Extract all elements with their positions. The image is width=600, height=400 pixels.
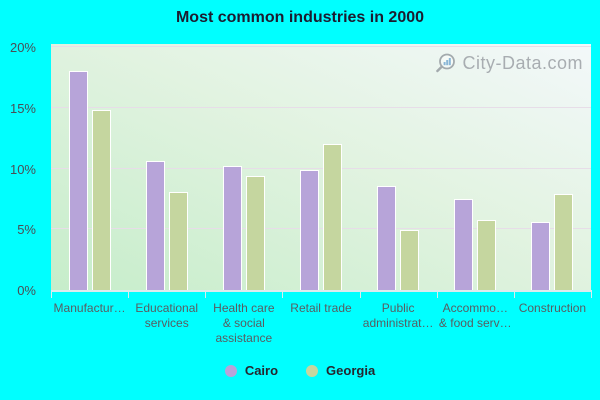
bar-georgia [400,230,420,290]
bar-georgia [477,219,497,290]
legend: Cairo Georgia [0,363,600,378]
x-axis-label: Construction [518,301,587,315]
bar-cairo [145,161,165,290]
x-axis-tick [359,292,361,298]
legend-dot [224,364,237,377]
bar-georgia [91,110,111,290]
x-axis-tick [591,292,592,298]
y-axis-label: 20% [9,40,36,56]
x-axis-tick [128,292,130,298]
bar-georgia [245,175,265,290]
x-axis-label: Public administrat… [362,301,434,330]
chart-title: Most common industries in 2000 [175,9,425,26]
gridline [51,106,591,108]
x-axis-label: Educational services [135,301,199,330]
bar-georgia [322,144,342,290]
bar-georgia [168,191,188,290]
legend-item-cairo: Cairo [224,363,279,378]
y-axis-label: 0% [17,283,36,298]
x-axis-tick [205,292,207,298]
plot-area: City-Data.com [51,44,591,290]
bar-group [205,44,282,290]
bar-cairo [377,185,397,290]
x-axis-tick [51,292,52,298]
magnifier-chart-icon [434,52,457,75]
x-axis-label: Health care & social assistance [213,301,275,345]
gridline [51,46,591,48]
x-axis-line [51,290,592,292]
bar-cairo [454,198,474,290]
legend-item-georgia: Georgia [306,363,375,378]
legend-label: Georgia [326,363,376,378]
gridline [51,228,591,230]
y-axis-label: 15% [9,100,36,116]
x-axis-tick [513,292,515,298]
bar-group [514,44,591,290]
bar-group [360,44,437,290]
x-axis-label: Accommo… & food serv… [438,301,512,330]
x-axis-label: Manufactur… [53,301,126,315]
bar-group [51,44,128,290]
y-axis-label: 10% [9,161,36,177]
x-axis-label: Retail trade [290,301,352,315]
bar-cairo [68,71,88,290]
bar-cairo [299,169,319,290]
bar-group [128,44,205,290]
watermark: City-Data.com [434,52,583,75]
y-axis-label: 5% [17,222,36,238]
bar-cairo [222,166,242,290]
x-axis-tick [436,292,438,298]
bar-georgia [554,194,574,290]
legend-dot [306,364,319,377]
bar-group [282,44,359,290]
x-axis-tick [282,292,284,298]
legend-label: Cairo [244,363,279,378]
bar-cairo [531,221,551,290]
bar-group [437,44,514,290]
gridline [51,167,591,169]
watermark-text: City-Data.com [462,53,583,73]
